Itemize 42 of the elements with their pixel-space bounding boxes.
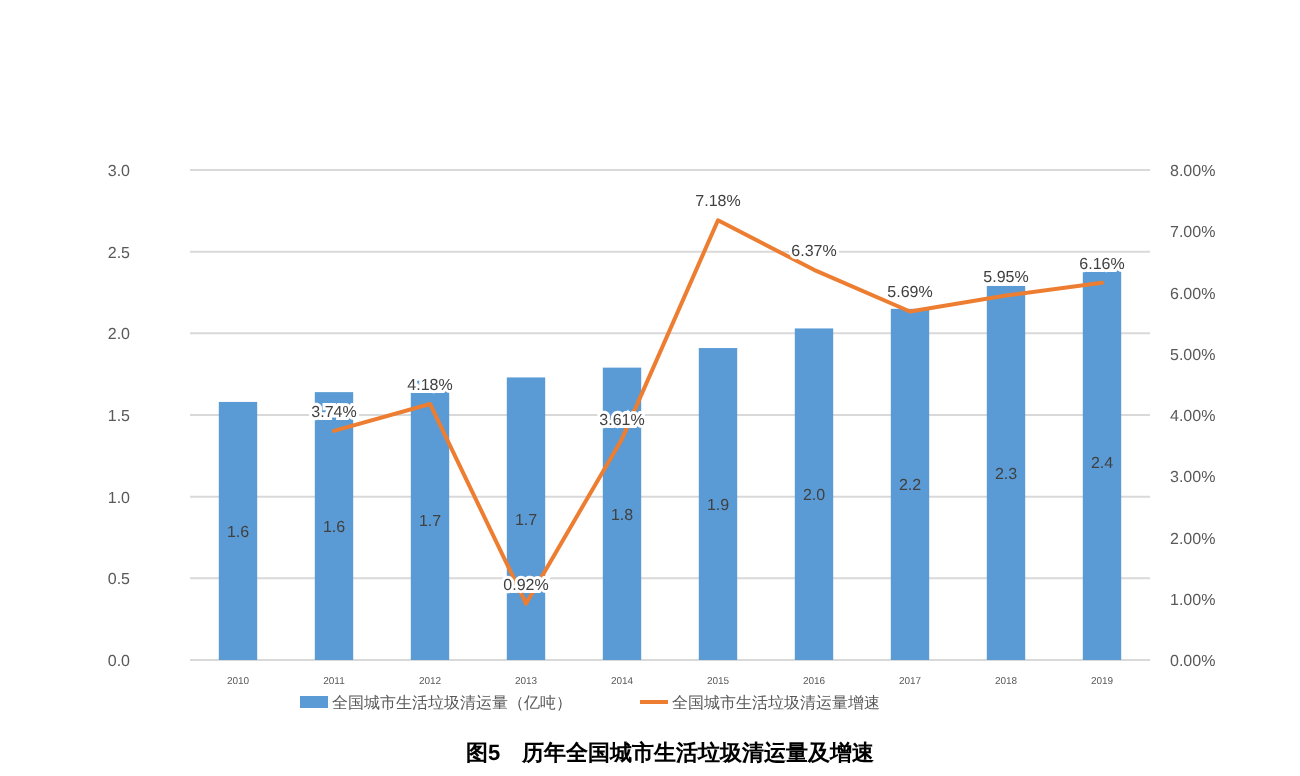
data-label: 1.6 — [322, 518, 347, 537]
y-tick-label: 2.5 — [107, 243, 132, 262]
y2-tick-label: 6.00% — [1170, 284, 1216, 303]
bar — [410, 380, 450, 660]
legend-label: 全国城市生活垃圾清运量（亿吨） — [332, 694, 572, 712]
data-label: 7.18% — [695, 192, 741, 211]
data-label: 6.37% — [791, 241, 837, 260]
data-label: 2.0 — [802, 486, 827, 505]
y2-tick-label: 3.00% — [1170, 468, 1216, 487]
legend-label: 全国城市生活垃圾清运量增速 — [672, 694, 880, 712]
y2-tick-label: 1.00% — [1170, 590, 1216, 609]
y2-tick-label: 7.00% — [1170, 223, 1216, 242]
y2-tick-label: 8.00% — [1170, 162, 1216, 180]
text: 图5 历年全国城市生活垃圾清运量及增速 — [465, 740, 877, 766]
bar — [698, 348, 738, 660]
bar — [986, 285, 1026, 660]
data-label: 1.9 — [706, 496, 731, 515]
y-tick-label: 1.5 — [107, 407, 132, 425]
y2-tick-label: 0.00% — [1170, 652, 1216, 670]
y2-tick-label: 2.00% — [1170, 529, 1216, 548]
bar — [314, 392, 354, 660]
data-label: 1.6 — [226, 522, 251, 541]
data-label: 5.95% — [983, 267, 1029, 286]
y-tick-label: 2.0 — [107, 325, 132, 344]
bar — [506, 377, 546, 660]
bar — [890, 308, 930, 660]
bar — [218, 401, 258, 660]
bar — [794, 328, 834, 660]
data-label: 2.2 — [898, 476, 923, 495]
y-tick-label: 0.5 — [107, 570, 132, 589]
data-label: 2.3 — [994, 464, 1019, 483]
y-tick-label: 3.0 — [107, 162, 132, 180]
y2-tick-label: 5.00% — [1170, 345, 1216, 364]
y2-tick-label: 4.00% — [1170, 407, 1216, 425]
data-label: 2.4 — [1090, 454, 1115, 473]
data-label: 5.69% — [887, 283, 933, 302]
data-label: 1.7 — [514, 510, 539, 529]
bar — [602, 367, 642, 660]
data-label: 1.8 — [610, 505, 635, 524]
y-tick-label: 0.0 — [107, 652, 132, 670]
y-tick-label: 1.0 — [107, 488, 132, 507]
data-label: 1.7 — [418, 512, 443, 531]
